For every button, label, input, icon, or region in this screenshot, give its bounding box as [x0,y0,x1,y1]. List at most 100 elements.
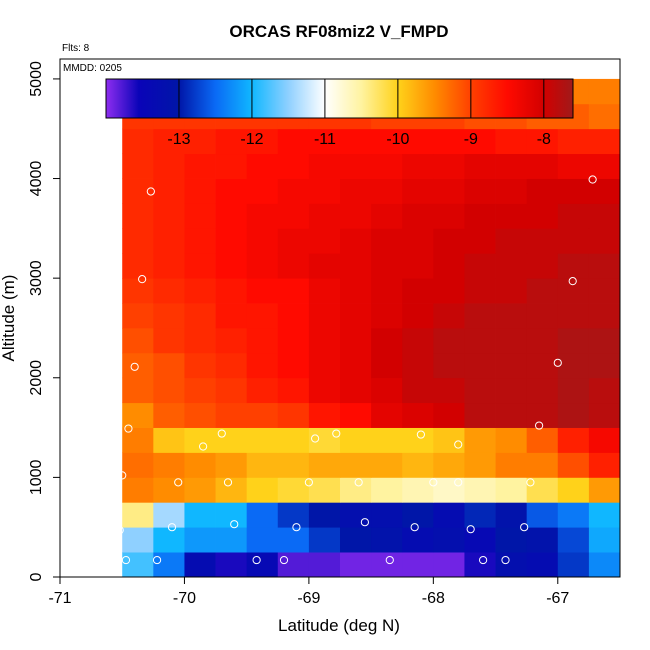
heatmap-cell [184,552,216,578]
colorbar-tick-label: -12 [240,131,263,148]
heatmap-cell [464,377,496,404]
heatmap-cell [402,228,434,254]
heatmap-cell [122,153,154,179]
heatmap-cell [495,327,528,354]
flight-point [146,187,155,196]
heatmap-cell [433,153,465,179]
heatmap-cell [215,203,248,229]
heatmap-cell [464,427,496,453]
heatmap-cell [402,128,434,155]
date-annotation: MMDD: 0205 [63,63,122,74]
heatmap-cell [588,552,621,578]
flight-track-points [111,175,597,565]
heatmap-cell [371,128,403,155]
heatmap-cell [340,352,372,379]
heatmap-cell [277,377,310,404]
heatmap-cell [588,203,621,229]
heatmap-cell [371,203,403,229]
flight-point [124,424,133,433]
heatmap-cell [277,527,310,553]
heatmap-cell [340,253,372,279]
x-tick-label: -69 [297,590,320,607]
heatmap-cell [153,128,185,155]
heatmap-cell [526,502,559,528]
heatmap-cell [526,253,559,279]
flight-point [311,434,320,443]
flight-point [588,175,597,184]
flight-point [568,277,577,286]
heatmap-cell [557,203,590,229]
heatmap-cell [495,427,528,453]
heatmap-cell [153,502,185,528]
heatmap-cell [371,477,403,503]
heatmap-cell [308,552,341,578]
colorbar-tick-label: -13 [167,131,190,148]
y-axis-label: Altitude (m) [0,275,18,362]
heatmap-cell [588,377,621,404]
heatmap-cell [215,427,248,453]
heatmap-cell [433,527,465,553]
heatmap-cell [246,377,279,404]
heatmap-cell [433,452,465,478]
heatmap-cell [464,303,496,329]
heatmap-cell [464,203,496,229]
y-tick-label: 2000 [28,360,45,396]
heatmap-cell [588,427,621,453]
heatmap-cell [215,128,248,155]
heatmap-cell [588,228,621,254]
heatmap-cell [215,178,248,204]
heatmap-cell [246,502,279,528]
flight-point [501,555,510,565]
flight-point [130,362,139,371]
heatmap-cell [184,527,216,553]
heatmap-cell [184,253,216,279]
heatmap-cell [433,327,465,354]
heatmap-cell [184,303,216,329]
heatmap-cell [215,303,248,329]
heatmap-cell [588,352,621,379]
heatmap-cell [464,402,496,428]
heatmap-cell [153,402,185,428]
heatmap-cell [246,303,279,329]
flight-point [520,523,529,532]
heatmap-cell [371,427,403,453]
heatmap-cell [340,527,372,553]
heatmap-cell [526,477,559,503]
heatmap-cell [122,327,154,354]
heatmap-cell [308,352,341,379]
heatmap-cell [464,278,496,304]
heatmap-cell [340,203,372,229]
heatmap-cell [153,327,185,354]
heatmap-cell [246,427,279,453]
flight-point [429,478,438,487]
flight-point [416,430,425,439]
heatmap-cell [433,402,465,428]
heatmap-cell [153,228,185,254]
flight-point [121,555,131,565]
heatmap-cell [495,128,528,155]
heatmap-cell [588,477,621,503]
heatmap-cell [153,178,185,204]
heatmap-cell [464,253,496,279]
heatmap-cell [246,228,279,254]
heatmap-cell [557,402,590,428]
heatmap-cell [588,153,621,179]
flight-point [553,358,562,367]
heatmap-cell [588,128,621,155]
heatmap-cell [464,477,496,503]
heatmap-cell [215,278,248,304]
flight-point [223,478,233,487]
heatmap-cell [495,502,528,528]
heatmap-cell [371,253,403,279]
heatmap-cell [277,303,310,329]
heatmap-cell [588,103,621,130]
heatmap-cell [371,377,403,404]
flight-point [466,525,475,534]
heatmap-cell [153,427,185,453]
heatmap-cell [526,352,559,379]
heatmap-cell [495,477,528,503]
heatmap-cell [526,452,559,478]
heatmap-cell [246,178,279,204]
heatmap-cell [184,228,216,254]
heatmap-cell [246,477,279,503]
